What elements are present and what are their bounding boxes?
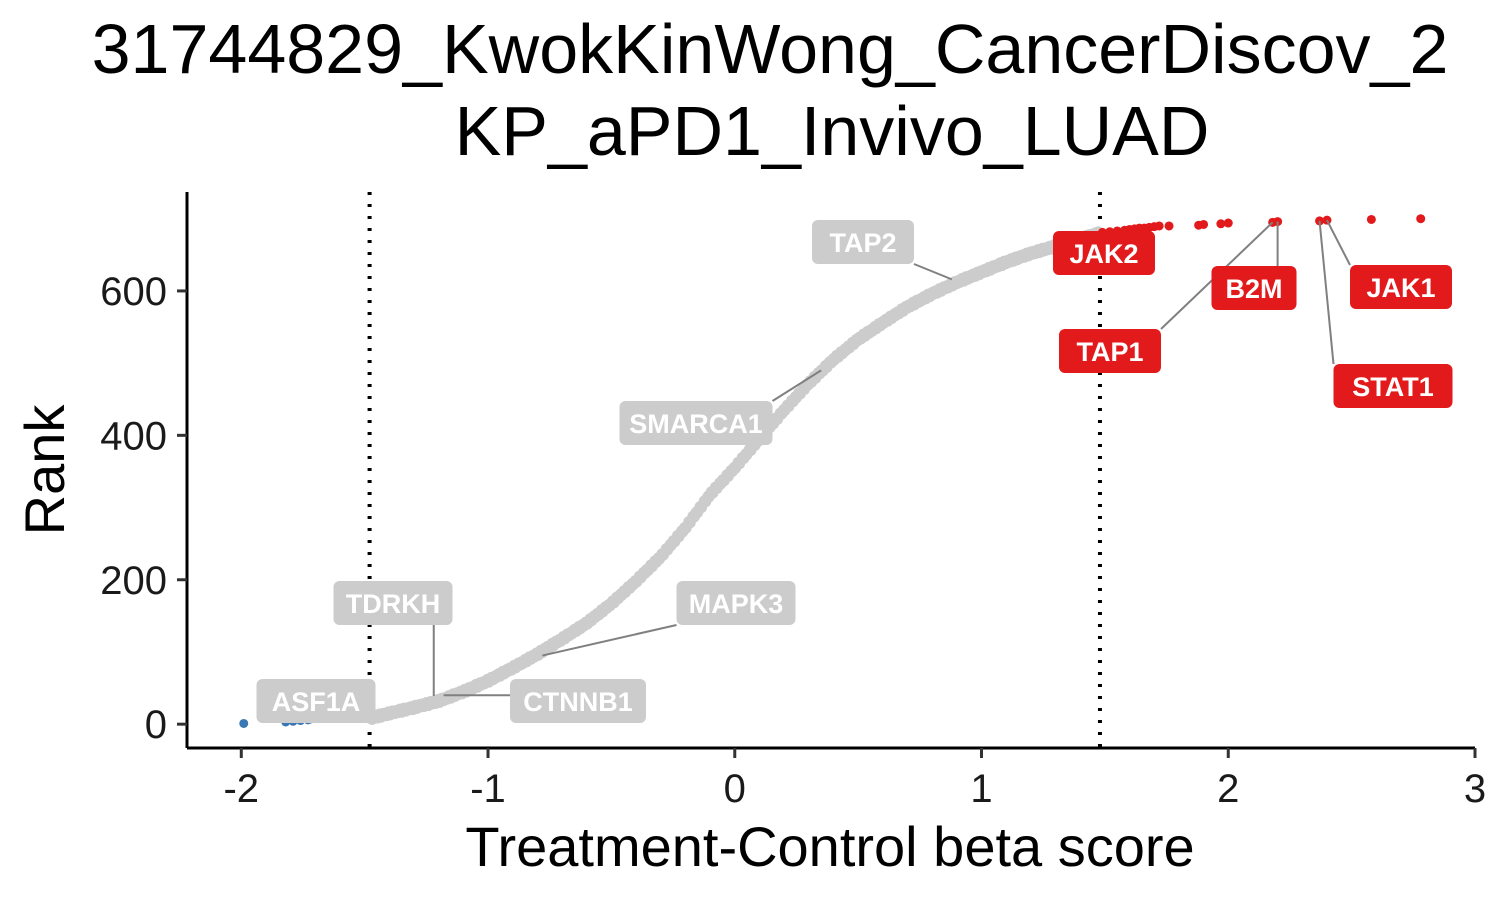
data-point-positive <box>1416 214 1426 224</box>
label-box-tap1 <box>1059 329 1161 373</box>
x-tick-label: 0 <box>724 767 746 811</box>
label-box-tap2 <box>812 220 914 264</box>
label-box-stat1 <box>1333 364 1453 408</box>
point-labels: ASF1A TDRKH CTNNB1 MAPK3 SMARCA1 TAP2 JAK2 TAP1… <box>256 219 1453 723</box>
data-point-positive <box>1366 214 1376 224</box>
x-tick-label: -1 <box>470 767 506 811</box>
x-tick-label: 2 <box>1217 767 1239 811</box>
y-axis-title: Rank <box>13 404 76 536</box>
y-tick-label: 400 <box>100 414 167 458</box>
x-tick-label: -2 <box>223 767 259 811</box>
data-point-positive <box>1199 219 1209 229</box>
neutral-points <box>364 226 1105 725</box>
y-tick-label: 600 <box>100 270 167 314</box>
data-point-positive <box>1164 221 1174 231</box>
x-axis-title: Treatment-Control beta score <box>465 815 1194 878</box>
x-tick-label: 1 <box>970 767 992 811</box>
label-text-tap1: TAP1 <box>1076 337 1143 367</box>
label-leader-line <box>1326 219 1351 266</box>
label-box-tdrkh <box>333 581 453 625</box>
label-box-mapk3 <box>676 581 796 625</box>
data-point-negative <box>239 718 249 728</box>
label-text-b2m: B2M <box>1225 274 1282 304</box>
label-leader-line <box>1318 220 1335 365</box>
data-point-positive <box>1223 218 1233 228</box>
label-text-jak1: JAK1 <box>1366 273 1435 303</box>
label-text-tap2: TAP2 <box>829 228 896 258</box>
label-text-stat1: STAT1 <box>1352 372 1434 402</box>
label-box-asf1a <box>256 679 376 723</box>
label-box-ctnnb1 <box>510 679 646 723</box>
label-text-jak2: JAK2 <box>1069 239 1138 269</box>
label-leader-line <box>913 263 953 281</box>
label-text-asf1a: ASF1A <box>272 687 361 717</box>
x-tick-label: 3 <box>1464 767 1486 811</box>
y-tick-label: 200 <box>100 559 167 603</box>
plot-area: -2 -1 0 1 2 3 0 200 400 600 ASF1A TDRKH CTNNB1 MAPK3 S… <box>100 192 1486 811</box>
data-point-positive <box>1216 219 1226 229</box>
label-text-mapk3: MAPK3 <box>689 589 784 619</box>
label-leader-line <box>542 624 677 657</box>
y-tick-label: 0 <box>145 703 167 747</box>
label-leader-line <box>771 369 822 402</box>
data-point-positive <box>1154 221 1164 231</box>
label-box-smarca1 <box>619 401 773 445</box>
chart-title-line2: KP_aPD1_Invivo_LUAD <box>455 92 1210 170</box>
label-box-jak1 <box>1350 265 1452 309</box>
label-text-ctnnb1: CTNNB1 <box>523 687 633 717</box>
label-text-smarca1: SMARCA1 <box>629 409 763 439</box>
chart-title-line1: 31744829_KwokKinWong_CancerDiscov_2 <box>92 10 1449 88</box>
label-text-tdrkh: TDRKH <box>346 589 441 619</box>
label-box-b2m <box>1211 266 1297 310</box>
label-box-jak2 <box>1053 231 1155 275</box>
